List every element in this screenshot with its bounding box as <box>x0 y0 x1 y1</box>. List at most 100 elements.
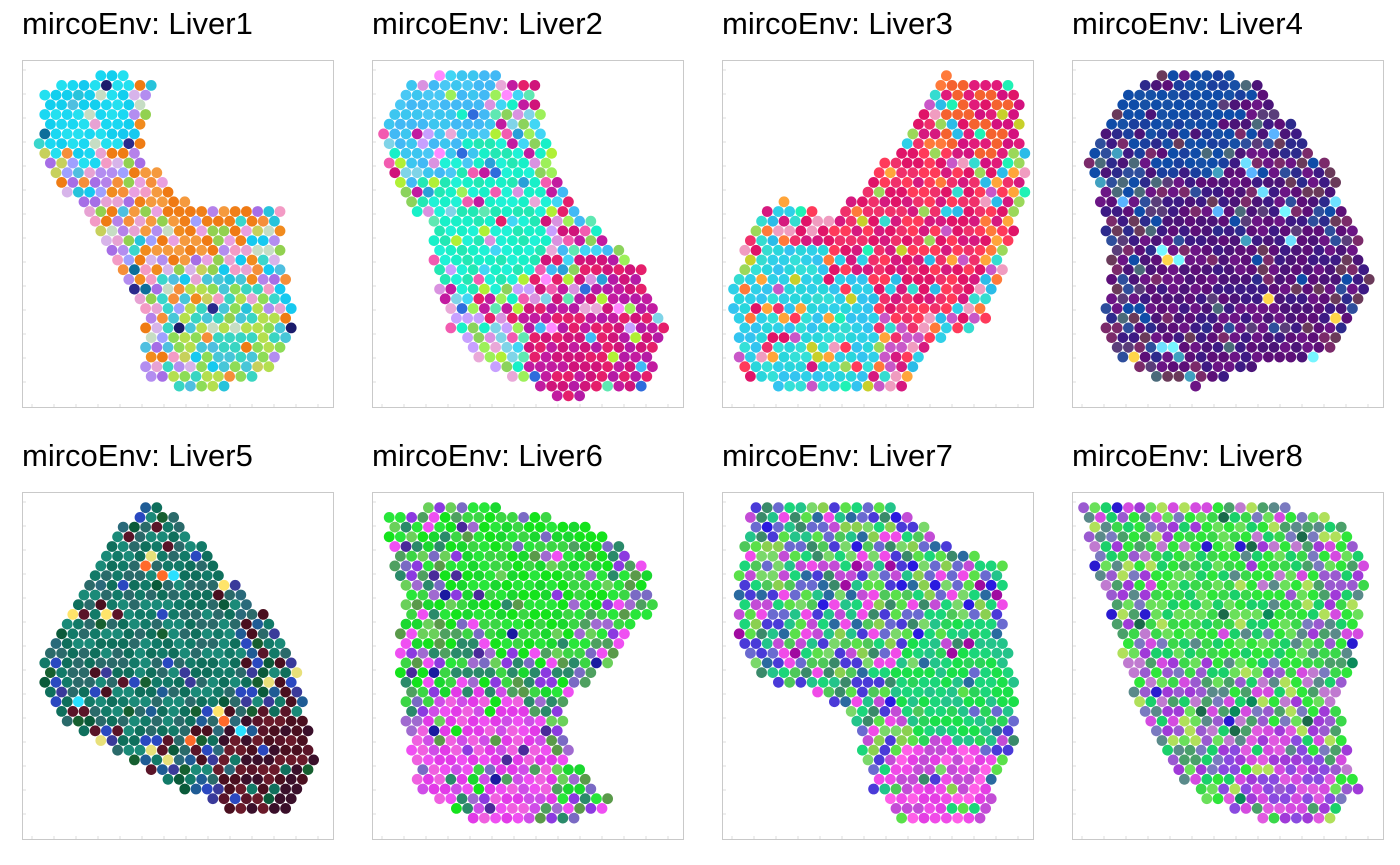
spot-point <box>1123 128 1134 140</box>
spot-point <box>778 647 790 659</box>
spot-point <box>767 570 779 581</box>
spot-point <box>1179 560 1190 572</box>
spot-point <box>630 589 641 601</box>
spot-point <box>529 371 541 382</box>
spot-point <box>840 618 851 630</box>
spot-point <box>213 371 224 382</box>
spot-point <box>873 206 885 217</box>
spot-point <box>190 293 202 305</box>
spot-point <box>1319 157 1330 169</box>
spot-point <box>907 167 919 179</box>
spot-point <box>518 647 529 659</box>
spot-point <box>140 696 151 708</box>
spot-point <box>1207 589 1218 601</box>
spot-point <box>840 303 851 314</box>
spot-point <box>417 686 429 698</box>
spot-point <box>756 312 767 324</box>
spot-point <box>1229 118 1241 130</box>
spot-point <box>518 706 529 717</box>
spot-point <box>462 177 473 188</box>
spot-point <box>201 351 213 363</box>
spot-point <box>1268 618 1280 630</box>
spot-point <box>851 521 863 533</box>
spot-point <box>941 638 952 649</box>
spot-point <box>935 177 947 188</box>
spot-point <box>501 696 513 708</box>
spot-point <box>134 293 146 305</box>
spot-point <box>630 371 641 382</box>
spot-point <box>529 118 541 130</box>
spot-point <box>1257 521 1269 533</box>
spot-point <box>1335 773 1347 785</box>
spot-point <box>1173 80 1185 91</box>
spot-point <box>529 706 541 717</box>
spot-point <box>767 531 779 543</box>
spot-point <box>462 235 473 247</box>
spot-point <box>1285 254 1297 266</box>
spot-point <box>1291 638 1302 649</box>
spot-point <box>784 206 795 217</box>
spot-point <box>145 550 157 562</box>
spot-point <box>773 676 784 688</box>
spot-point <box>1296 589 1308 601</box>
spot-point <box>1229 332 1241 343</box>
spot-point <box>546 521 557 533</box>
spot-point <box>179 215 191 227</box>
spot-point <box>1162 80 1173 91</box>
spot-point <box>862 322 874 334</box>
spot-point <box>551 647 563 659</box>
spot-point <box>546 676 557 688</box>
spot-point <box>1341 783 1353 795</box>
spot-point <box>1347 560 1358 572</box>
spot-point <box>607 589 619 601</box>
spot-point <box>969 177 980 188</box>
spot-point <box>297 754 308 766</box>
spot-point <box>773 638 784 649</box>
spot-point <box>745 371 756 382</box>
spot-point <box>1184 235 1196 247</box>
spot-point <box>523 676 535 688</box>
spot-point <box>806 502 818 514</box>
spot-point <box>745 589 756 601</box>
spot-point <box>1002 235 1014 247</box>
spot-point <box>1173 550 1185 562</box>
spot-point <box>913 570 924 581</box>
spot-point <box>495 706 507 717</box>
spot-point <box>834 550 846 562</box>
spot-point <box>907 773 919 785</box>
spot-point <box>1195 609 1207 620</box>
spot-point <box>95 70 107 82</box>
spot-point <box>1268 812 1280 824</box>
spot-point <box>907 696 919 708</box>
spot-point <box>1201 341 1213 353</box>
spot-point <box>885 541 896 552</box>
spot-point <box>185 541 196 552</box>
spot-point <box>434 793 445 805</box>
spot-point <box>61 89 73 101</box>
spot-point <box>428 550 440 562</box>
spot-point <box>1167 167 1179 179</box>
spot-point <box>901 177 913 188</box>
spot-point <box>974 89 986 101</box>
spot-point <box>56 686 67 698</box>
spatial-plot <box>1072 492 1384 840</box>
spot-point <box>879 647 891 659</box>
spot-point <box>1319 177 1330 188</box>
spot-point <box>1184 177 1196 188</box>
spot-point <box>490 70 501 82</box>
spot-point <box>1263 686 1274 698</box>
spot-point <box>1190 696 1201 708</box>
spot-point <box>789 274 801 285</box>
spot-point <box>1173 764 1185 775</box>
spot-point <box>845 589 857 601</box>
spot-point <box>112 725 123 737</box>
spot-point <box>484 764 496 775</box>
spot-point <box>168 667 180 678</box>
spot-point <box>428 235 440 247</box>
spot-point <box>907 657 919 669</box>
spot-point <box>535 128 546 140</box>
spot-point <box>535 618 546 630</box>
spot-point <box>1162 118 1173 130</box>
spot-point <box>873 167 885 179</box>
spot-point <box>157 274 168 285</box>
